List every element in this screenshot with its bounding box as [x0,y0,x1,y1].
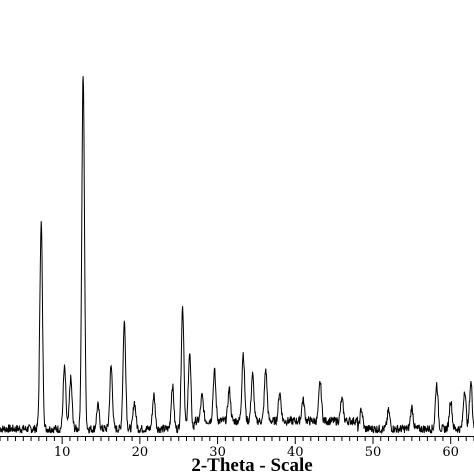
x-tick-label: 60 [442,445,459,460]
x-axis: 10 20 30 40 50 60 [0,436,474,460]
x-tick-label: 40 [287,445,304,460]
x-tick-label: 50 [365,445,382,460]
diffraction-pattern-line [0,76,474,435]
x-tick-label: 20 [132,445,149,460]
plot-area [0,76,474,435]
x-axis-title: 2-Theta - Scale [191,455,312,474]
x-tick-label: 30 [209,445,226,460]
x-tick-label: 10 [54,445,71,460]
